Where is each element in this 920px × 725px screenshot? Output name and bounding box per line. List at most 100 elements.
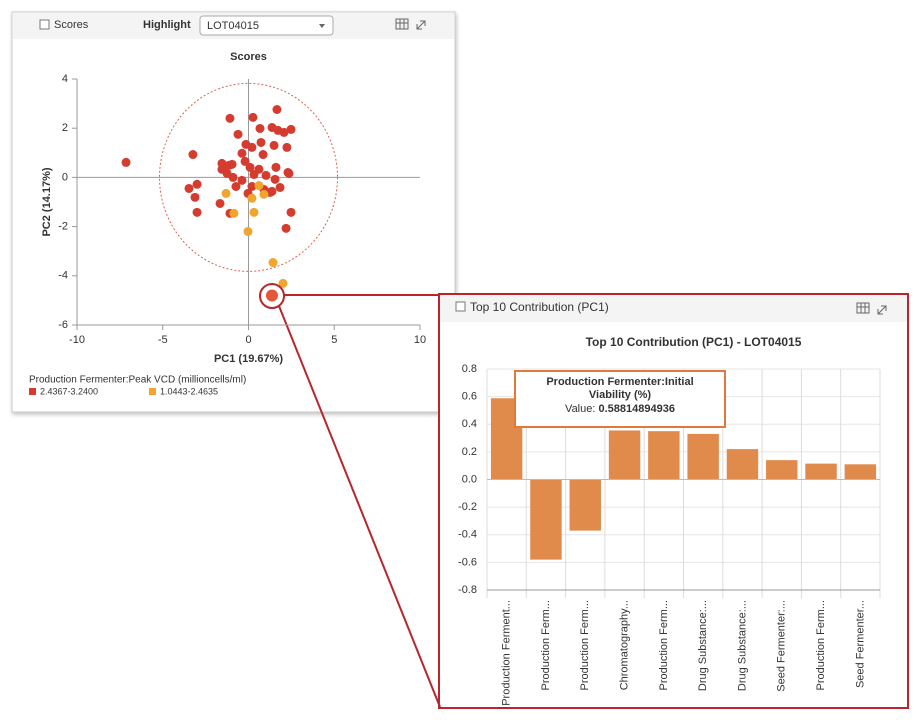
x-tick-label: 10 xyxy=(414,334,426,346)
x-tick-label: 5 xyxy=(331,334,337,346)
x-tick-label: 0 xyxy=(245,334,251,346)
point xyxy=(278,278,288,288)
x-tick-label: Production Ferm... xyxy=(540,600,552,690)
legend-swatch xyxy=(149,388,156,395)
legend-title: Production Fermenter:Peak VCD (millionce… xyxy=(29,375,246,386)
point xyxy=(281,223,291,233)
y-tick-label: 0.2 xyxy=(462,446,477,458)
point xyxy=(221,188,231,198)
x-tick-label: Production Ferm... xyxy=(579,600,591,690)
point xyxy=(286,124,296,134)
point xyxy=(273,125,283,135)
tooltip-value-label: Value: xyxy=(565,403,596,415)
point xyxy=(190,192,200,202)
y-tick-label: 0.0 xyxy=(462,473,477,485)
point xyxy=(247,193,257,203)
dropdown-arrow xyxy=(319,24,325,28)
contribution-panel xyxy=(438,293,909,709)
point xyxy=(255,123,265,133)
point xyxy=(229,208,239,218)
panel-label: Top 10 Contribution (PC1) xyxy=(470,300,609,314)
point xyxy=(247,182,257,192)
x-axis-title: PC1 (19.67%) xyxy=(214,353,283,365)
point xyxy=(256,137,266,147)
bar xyxy=(766,460,798,480)
tooltip: Production Fermenter:Initial Viability (… xyxy=(514,370,726,428)
point xyxy=(225,113,235,123)
bar xyxy=(844,464,877,480)
checkbox[interactable] xyxy=(39,19,50,30)
x-tick-label: Chromatography... xyxy=(618,600,630,690)
point xyxy=(188,150,198,160)
expand-icon[interactable] xyxy=(877,305,887,315)
bar xyxy=(687,433,719,480)
point xyxy=(249,169,259,179)
point xyxy=(249,207,259,217)
point xyxy=(269,140,279,150)
y-tick-label: -0.6 xyxy=(458,556,477,568)
point xyxy=(258,150,268,160)
point xyxy=(231,182,241,192)
y-tick-label: -0.2 xyxy=(458,501,477,513)
dropdown-value: LOT04015 xyxy=(207,20,259,32)
point xyxy=(237,175,247,185)
checkbox[interactable] xyxy=(455,301,466,312)
charts: Scores -10 -5 0 5 10 -6 -4 -2 0 2 4 PC1 (19.67%) PC2 … xyxy=(29,51,881,706)
legend-label: 1.0443-2.4635 xyxy=(160,386,218,396)
chart-title: Scores xyxy=(230,51,267,63)
bar xyxy=(530,479,562,560)
y-tick-label: -2 xyxy=(58,221,68,233)
bar xyxy=(569,479,601,531)
legend-swatch xyxy=(29,388,36,395)
x-tick-label: Drug Substance:... xyxy=(697,600,709,691)
point xyxy=(237,148,247,158)
point xyxy=(259,189,269,199)
y-axis-title: PC2 (14.17%) xyxy=(41,167,53,236)
point xyxy=(121,157,131,167)
point xyxy=(268,258,278,268)
table-icon[interactable] xyxy=(395,18,409,30)
callout-ring xyxy=(259,283,285,309)
legend-label: 2.4367-3.2400 xyxy=(40,386,98,396)
point xyxy=(282,142,292,152)
point xyxy=(215,198,225,208)
tooltip-title: Production Fermenter:Initial Viability (… xyxy=(546,376,694,401)
point xyxy=(247,142,257,152)
y-tick-label: 0.8 xyxy=(462,363,477,375)
point xyxy=(270,174,280,184)
x-tick-label: Seed Fermenter... xyxy=(854,600,866,688)
point xyxy=(233,129,243,139)
point xyxy=(254,181,264,191)
point xyxy=(228,172,238,182)
point xyxy=(243,227,253,237)
point xyxy=(284,168,294,178)
point xyxy=(245,162,255,172)
expand-icon[interactable] xyxy=(416,20,426,30)
point xyxy=(248,112,258,122)
bar xyxy=(805,463,837,480)
point xyxy=(271,162,281,172)
y-tick-label: 0.4 xyxy=(462,418,477,430)
highlight-dropdown[interactable] xyxy=(199,15,334,36)
y-tick-label: -0.4 xyxy=(458,529,477,541)
y-tick-label: -6 xyxy=(58,319,68,331)
highlight-label: Highlight xyxy=(143,19,191,31)
point xyxy=(192,179,202,189)
x-tick-label: Production Ferment... xyxy=(501,600,513,706)
confidence-ellipse xyxy=(159,82,338,272)
bar xyxy=(648,431,680,480)
point xyxy=(184,183,194,193)
point xyxy=(227,159,237,169)
y-tick-label: 0.6 xyxy=(462,391,477,403)
callout-line xyxy=(278,305,441,708)
point xyxy=(286,207,296,217)
x-tick-label: -5 xyxy=(158,334,168,346)
bar xyxy=(608,430,641,480)
point xyxy=(275,182,285,192)
table-icon[interactable] xyxy=(856,302,870,314)
panel-header xyxy=(440,295,907,322)
highlight-point xyxy=(265,289,278,302)
panel-label: Scores xyxy=(54,19,89,31)
chart-title: Top 10 Contribution (PC1) - LOT04015 xyxy=(586,335,802,349)
